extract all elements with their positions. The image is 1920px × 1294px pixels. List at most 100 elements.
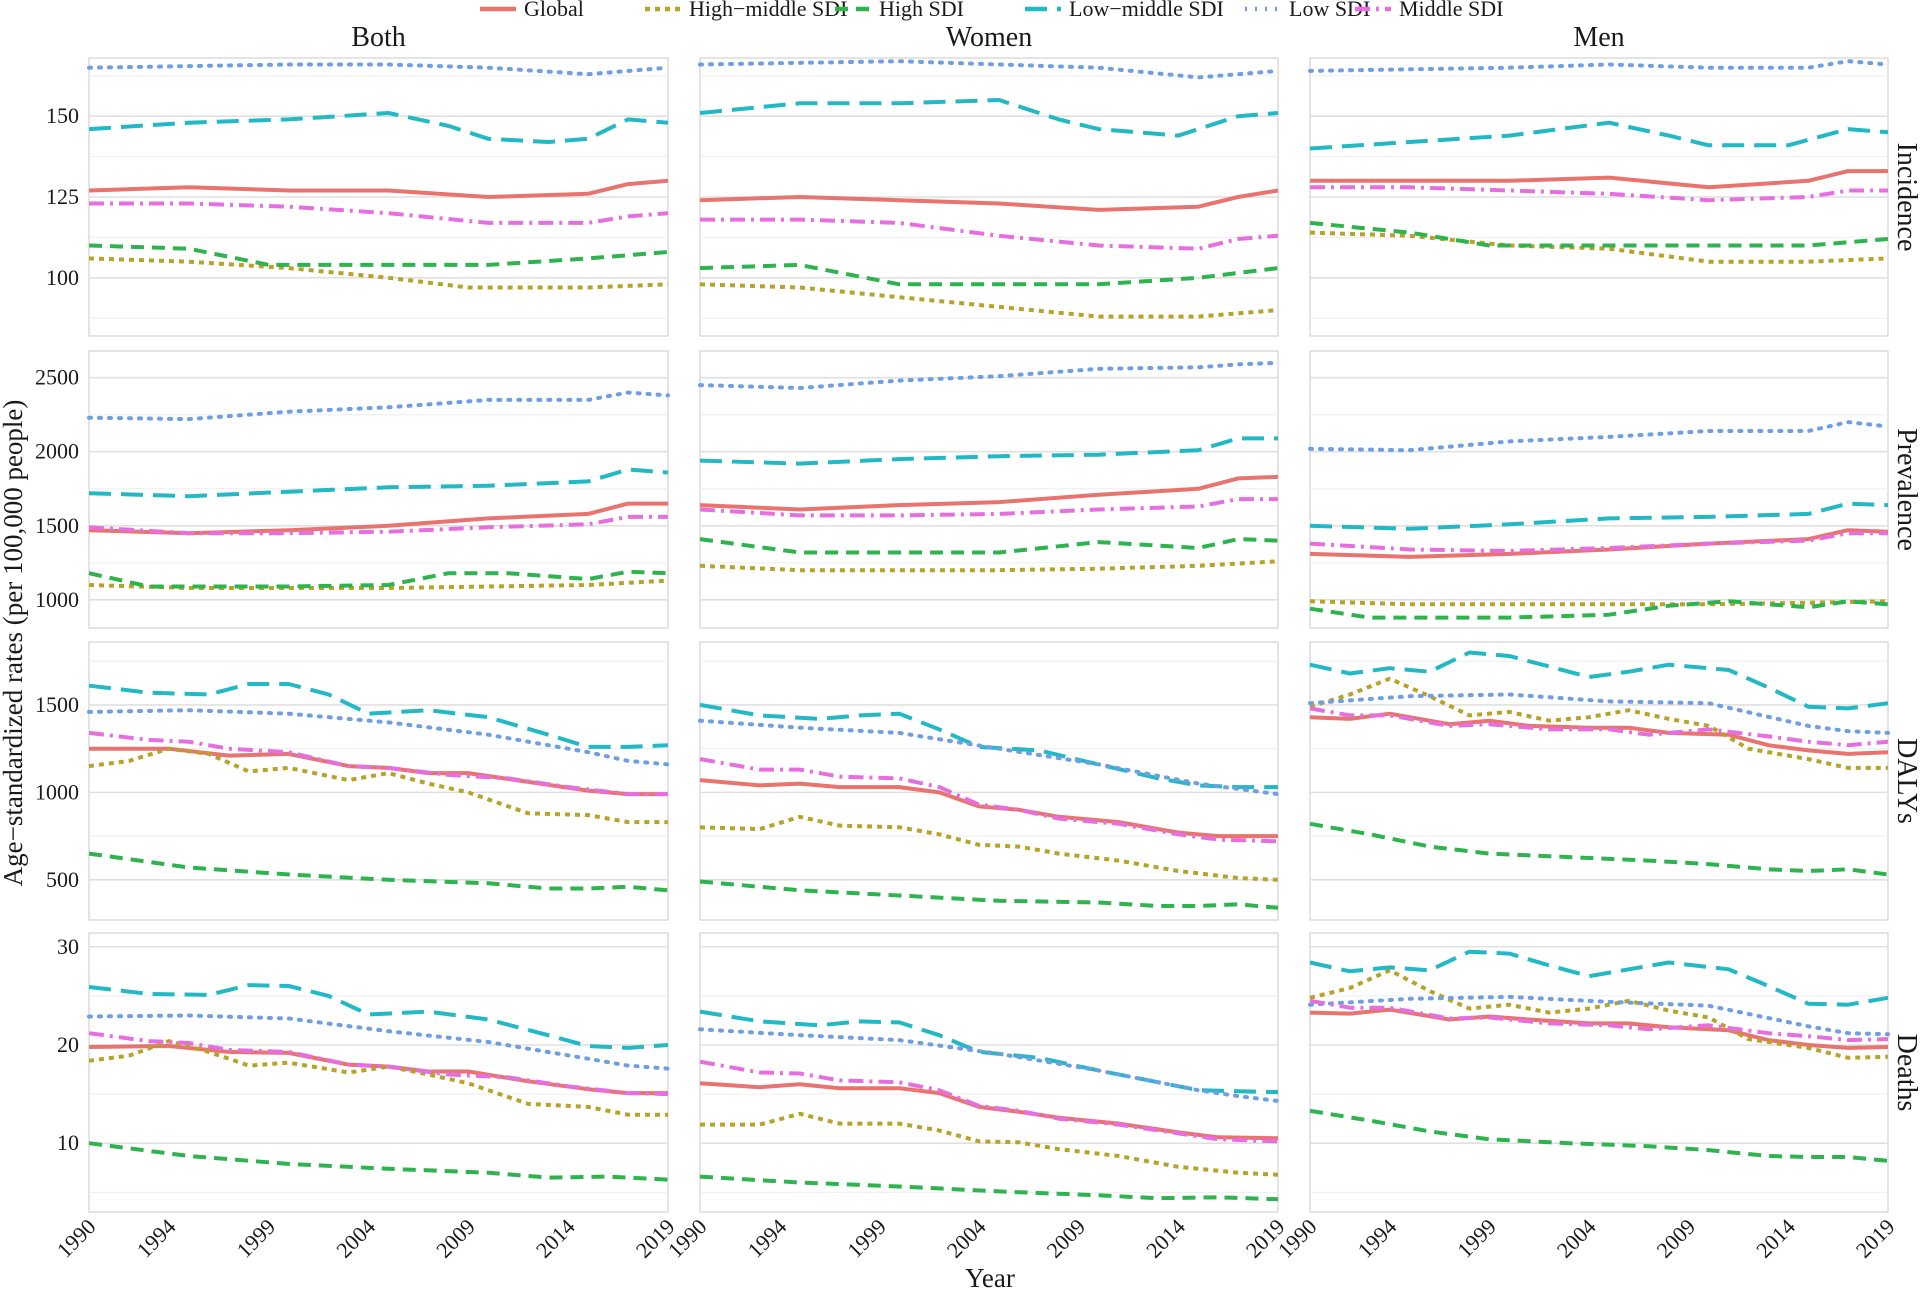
row-title-dalys: DALYs [1891, 738, 1920, 824]
series-line-low-sdi [87, 708, 670, 767]
row-title-deaths: Deaths [1891, 1034, 1920, 1112]
series-line-global [1310, 169, 1888, 190]
legend-label: High−middle SDI [689, 0, 847, 21]
column-title-both: Both [351, 22, 405, 53]
series-line-high-sdi [88, 851, 669, 893]
series-line-middle-sdi [699, 497, 1278, 518]
series-line-low-sdi [698, 360, 1280, 390]
panel-incidence-men [1308, 57, 1890, 337]
y-tick-label: 10 [57, 1130, 79, 1155]
y-tick-label: 20 [57, 1032, 79, 1057]
series-line-high-middle-sdi [88, 1039, 668, 1117]
series-line-high-sdi [699, 262, 1279, 287]
series-line-low-middle-sdi [699, 436, 1278, 466]
series-line-low-sdi [1308, 420, 1890, 453]
x-tick-label: 1999 [1452, 1214, 1501, 1263]
x-tick-label: 1999 [842, 1214, 891, 1263]
legend-label: High SDI [879, 0, 964, 21]
series-line-low-middle-sdi [1309, 120, 1889, 151]
series-line-middle-sdi [1309, 998, 1889, 1043]
panel-border [699, 641, 1279, 921]
series-line-high-sdi [88, 243, 669, 267]
series-line-middle-sdi [1309, 531, 1888, 553]
y-axis-title: Age−standardized rates (per 100,000 peop… [0, 400, 28, 887]
y-tick-label: 1500 [35, 692, 79, 717]
series-line-low-sdi [698, 1027, 1280, 1103]
x-tick-label: 1990 [52, 1214, 101, 1263]
panel-incidence-both [87, 57, 670, 337]
legend-item-low-middle-sdi: Low−middle SDI [1025, 0, 1224, 21]
series-line-low-sdi [698, 718, 1280, 797]
column-title-men: Men [1573, 22, 1624, 53]
series-line-low-sdi [87, 62, 670, 77]
panel-dalys-women [698, 641, 1280, 921]
series-line-high-middle-sdi [699, 814, 1279, 882]
y-tick-label: 2500 [35, 365, 79, 390]
y-tick-label: 100 [46, 265, 79, 290]
series-line-middle-sdi [700, 217, 1279, 251]
x-tick-label: 1994 [1352, 1214, 1401, 1263]
series-line-global [1309, 528, 1889, 559]
y-tick-label: 150 [46, 103, 79, 128]
x-tick-label: 2004 [331, 1214, 380, 1263]
series-line-middle-sdi [1309, 706, 1889, 748]
series-line-middle-sdi [1310, 185, 1888, 203]
series-line-low-middle-sdi [699, 98, 1279, 138]
series-line-global [88, 178, 669, 199]
series-line-middle-sdi [88, 514, 668, 536]
x-tick-label: 2004 [1552, 1214, 1601, 1263]
x-tick-label: 2014 [1751, 1214, 1800, 1263]
series-line-middle-sdi [699, 1059, 1279, 1144]
y-tick-label: 125 [46, 184, 79, 209]
series-line-high-sdi [1309, 220, 1889, 248]
series-line-low-middle-sdi [88, 467, 669, 499]
x-tick-label: 2009 [1651, 1214, 1700, 1263]
panel-dalys-both [87, 641, 670, 921]
panel-deaths-women: 1990 1994 1999 2004 2009 2014 2019 [663, 932, 1290, 1263]
column-title-women: Women [946, 22, 1032, 53]
y-tick-label: 1000 [35, 587, 79, 612]
legend-item-middle-sdi: Middle SDI [1355, 0, 1504, 21]
series-line-high-middle-sdi [700, 1111, 1279, 1177]
panel-border [1309, 641, 1889, 921]
panel-border [88, 641, 669, 921]
series-line-high-sdi [1309, 1108, 1889, 1163]
axis-labels: Age−standardized rates (per 100,000 peop… [0, 400, 1015, 1293]
series-line-global [699, 474, 1279, 512]
series-line-high-middle-sdi [1309, 676, 1888, 770]
series-line-middle-sdi [699, 757, 1279, 844]
series-line-high-sdi [699, 879, 1279, 910]
x-tick-label: 2009 [1041, 1214, 1090, 1263]
x-tick-label: 2009 [431, 1214, 480, 1263]
y-tick-label: 2000 [35, 439, 79, 464]
series-line-middle-sdi [89, 201, 669, 225]
panel-dalys-men [1308, 641, 1890, 921]
panel-deaths-both: 1990 1994 1999 2004 2009 2014 2019 [52, 932, 680, 1263]
legend-item-high-middle-sdi: High−middle SDI [645, 0, 847, 21]
legend-item-low-sdi: Low SDI [1245, 0, 1370, 21]
series-line-low-sdi [1308, 994, 1890, 1037]
x-tick-label: 1999 [231, 1214, 280, 1263]
panel-border [88, 932, 669, 1213]
x-tick-label: 1990 [1273, 1214, 1322, 1263]
panel-incidence-women [698, 57, 1280, 337]
row-title-prevalence: Prevalence [1891, 428, 1920, 551]
panel-border [699, 932, 1279, 1213]
y-tick-label: 30 [57, 934, 79, 959]
series-line-global [699, 188, 1279, 212]
series-line-high-middle-sdi [1309, 968, 1889, 1060]
panel-prevalence-women [698, 350, 1280, 629]
series-line-middle-sdi [88, 1031, 669, 1097]
x-tick-label: 2004 [942, 1214, 991, 1263]
series-line-high-middle-sdi [88, 746, 668, 825]
series-line-high-sdi [88, 569, 669, 589]
series-line-high-sdi [1309, 821, 1889, 877]
panel-prevalence-both [87, 350, 670, 629]
series-line-low-middle-sdi [88, 111, 669, 144]
panel-grid: Both Women Men Incidence Prevalence DALYs Deat… [35, 22, 1920, 1263]
series-line-high-sdi [1309, 599, 1889, 620]
series-line-middle-sdi [88, 730, 668, 797]
series-line-low-sdi [1308, 692, 1890, 735]
